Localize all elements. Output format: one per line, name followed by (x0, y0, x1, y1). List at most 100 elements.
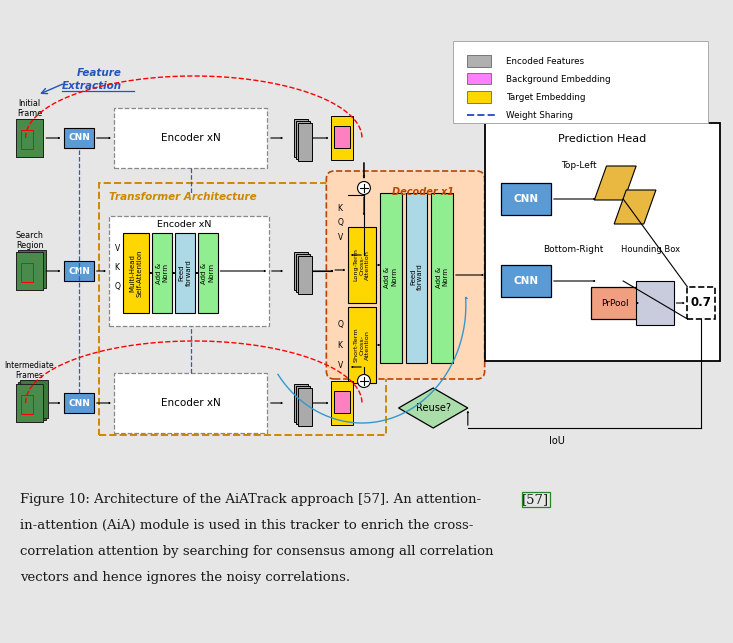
Text: PrPool: PrPool (602, 298, 629, 307)
Text: Q: Q (337, 320, 343, 329)
Bar (405, 193, 427, 363)
Polygon shape (594, 166, 636, 200)
Bar (122, 233, 150, 313)
Polygon shape (399, 388, 468, 428)
Bar (152, 233, 172, 313)
Text: Hounding Box: Hounding Box (622, 244, 680, 253)
Bar (15, 252, 43, 290)
Text: Encoder xN: Encoder xN (161, 398, 221, 408)
Text: Bottom-Right: Bottom-Right (543, 244, 604, 253)
Bar (15, 384, 43, 422)
Text: CNN: CNN (514, 276, 539, 286)
Bar (331, 116, 353, 160)
Text: K: K (338, 341, 343, 350)
Bar (636, 281, 674, 325)
Bar (114, 373, 268, 433)
Text: Feature: Feature (76, 68, 121, 78)
Bar (296, 254, 310, 292)
Text: CNN: CNN (514, 194, 539, 204)
Text: Target Embedding: Target Embedding (507, 93, 586, 102)
Text: Background Embedding: Background Embedding (507, 75, 611, 84)
Text: CNN: CNN (68, 266, 90, 275)
Bar (15, 252, 43, 290)
Bar (20, 379, 48, 417)
Bar (501, 183, 551, 215)
Text: Top-Left: Top-Left (561, 161, 597, 170)
Text: Initial: Initial (18, 98, 40, 107)
Bar (15, 119, 43, 157)
Bar (15, 119, 43, 157)
Bar (467, 73, 490, 84)
Bar (99, 183, 386, 435)
Text: Weight Sharing: Weight Sharing (507, 111, 573, 120)
Text: V: V (338, 233, 343, 242)
Text: correlation attention by searching for consensus among all correlation: correlation attention by searching for c… (20, 545, 493, 558)
Bar (175, 233, 195, 313)
Text: Q: Q (114, 282, 120, 291)
Text: Add &
Norm: Add & Norm (384, 266, 397, 287)
Bar (296, 386, 310, 424)
Text: IoU: IoU (549, 436, 565, 446)
Bar (453, 41, 708, 123)
Text: Feed
forward: Feed forward (410, 264, 423, 291)
Text: Short-Term
Cross-
Attention: Short-Term Cross- Attention (353, 328, 370, 362)
Bar (18, 249, 46, 287)
Text: vectors and hence ignores the noisy correlations.: vectors and hence ignores the noisy corr… (20, 571, 350, 584)
Bar (467, 55, 490, 66)
Bar (334, 391, 350, 413)
Bar (380, 193, 402, 363)
Text: V: V (114, 244, 120, 253)
Text: Decoder x1: Decoder x1 (391, 187, 454, 197)
Text: Reuse?: Reuse? (416, 403, 451, 413)
Text: Add &
Norm: Add & Norm (155, 262, 169, 284)
Text: [57]: [57] (522, 493, 549, 506)
Text: Q: Q (337, 219, 343, 228)
Bar (294, 252, 308, 290)
Bar (65, 261, 94, 281)
Circle shape (358, 181, 370, 194)
Bar (294, 384, 308, 422)
Text: Multi-Head
Self-Attention: Multi-Head Self-Attention (130, 249, 142, 297)
Text: Encoder xN: Encoder xN (161, 133, 221, 143)
Bar (108, 216, 269, 326)
Text: CNN: CNN (68, 399, 90, 408)
Text: Add &
Norm: Add & Norm (201, 262, 214, 284)
Bar (65, 128, 94, 148)
Bar (294, 119, 308, 157)
FancyBboxPatch shape (326, 171, 485, 379)
Bar (114, 108, 268, 168)
Bar (21, 130, 33, 149)
Bar (15, 384, 43, 422)
Text: Figure 10: Architecture of the AiATrack approach [57]. An attention-: Figure 10: Architecture of the AiATrack … (20, 493, 481, 506)
Bar (591, 287, 640, 319)
Text: Transformer Architecture: Transformer Architecture (109, 192, 257, 202)
Bar (21, 395, 33, 414)
Text: V: V (338, 361, 343, 370)
Bar (688, 287, 715, 319)
Bar (298, 257, 312, 294)
Bar (65, 393, 94, 413)
Text: Encoder xN: Encoder xN (157, 221, 211, 230)
Bar (348, 227, 376, 303)
Bar (296, 121, 310, 159)
Text: Region: Region (16, 242, 43, 251)
Text: Feed
forward: Feed forward (178, 260, 191, 286)
Text: K: K (114, 262, 119, 271)
Text: Extraction: Extraction (62, 81, 122, 91)
Bar (348, 307, 376, 383)
Polygon shape (614, 190, 656, 224)
Text: Intermediate: Intermediate (4, 361, 54, 370)
Circle shape (358, 374, 370, 388)
Bar (334, 126, 350, 148)
Bar (331, 381, 353, 425)
Bar (501, 265, 551, 297)
Bar (18, 382, 45, 420)
Text: CNN: CNN (68, 134, 90, 143)
Text: in-attention (AiA) module is used in this tracker to enrich the cross-: in-attention (AiA) module is used in thi… (20, 519, 473, 532)
Bar (298, 388, 312, 426)
Bar (21, 263, 33, 282)
Text: Add &
Norm: Add & Norm (435, 266, 449, 287)
Bar (198, 233, 218, 313)
Bar (431, 193, 453, 363)
Text: 0.7: 0.7 (691, 296, 712, 309)
